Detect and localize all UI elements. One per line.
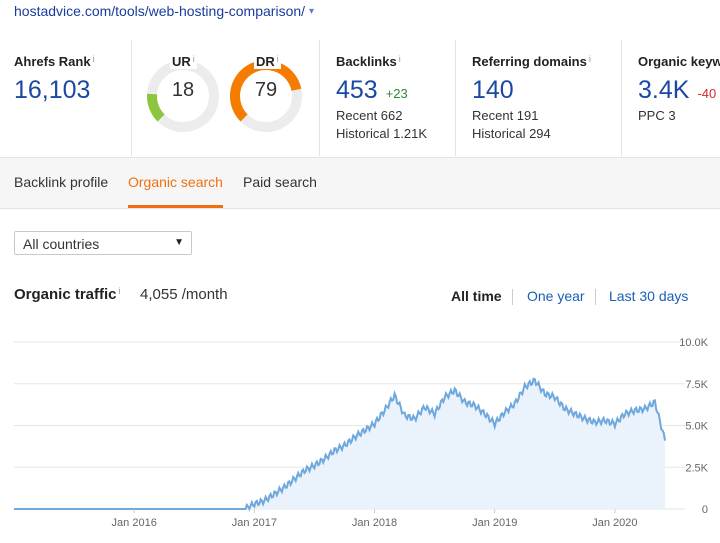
organic-traffic-chart: 0 2.5K 5.0K 7.5K 10.0K Jan 2016 Jan 2017 Jan 2… (14, 337, 709, 529)
backlinks-value[interactable]: 453 (336, 76, 378, 104)
info-icon[interactable]: i (276, 54, 279, 64)
range-divider (595, 289, 596, 305)
dr-gauge-fill (230, 60, 302, 122)
ur-label: UR (172, 54, 191, 69)
ur-value: 18 (171, 79, 195, 101)
range-all-time[interactable]: All time (451, 288, 502, 304)
dr-value: 79 (254, 79, 278, 101)
y-tick-label: 2.5K (685, 462, 708, 474)
range-last-30-days[interactable]: Last 30 days (609, 288, 689, 304)
organic-keywords-value[interactable]: 3.4K (638, 76, 690, 104)
organic-traffic-value: 4,055 /month (140, 286, 228, 303)
referring-domains-recent[interactable]: Recent 191 (472, 108, 539, 123)
tab-backlink-profile[interactable]: Backlink profile (14, 174, 109, 190)
ppc-keywords[interactable]: PPC 3 (638, 108, 676, 123)
traffic-line (14, 377, 666, 512)
x-tick-label: Jan 2016 (112, 517, 157, 529)
info-icon[interactable]: i (118, 286, 121, 296)
backlinks-delta: +23 (385, 86, 408, 101)
ahrefs-rank-label: Ahrefs Rank (14, 54, 91, 69)
organic-traffic-title: Organic traffic (14, 286, 117, 303)
caret-down-icon: ▼ (174, 237, 184, 248)
referring-domains-historical[interactable]: Historical 294 (472, 126, 551, 141)
dr-label: DR (256, 54, 275, 69)
organic-keywords-delta: -40 (697, 86, 717, 101)
backlinks-historical[interactable]: Historical 1.21K (336, 126, 428, 141)
y-tick-label: 10.0K (679, 337, 708, 349)
tab-bar (0, 157, 720, 209)
info-icon[interactable]: i (192, 54, 195, 64)
country-select[interactable]: All countries ▼ (14, 231, 192, 255)
traffic-area (14, 378, 665, 509)
range-one-year[interactable]: One year (527, 288, 585, 304)
backlinks-label: Backlinks (336, 54, 397, 69)
y-tick-label: 7.5K (685, 379, 708, 391)
ur-gauge-fill (147, 93, 165, 122)
backlinks-recent[interactable]: Recent 662 (336, 108, 403, 123)
referring-domains-card: Referring domains i 140 Recent 191 Histor… (456, 40, 622, 156)
referring-domains-value[interactable]: 140 (472, 76, 514, 104)
ahrefs-rank-card: Ahrefs Rank i 16,103 (0, 40, 132, 156)
backlinks-card: Backlinks i 453 +23 Recent 662 Historical … (320, 40, 456, 156)
metrics-bar: Ahrefs Rank i 16,103 UR i 18 DR i 79 Backli… (0, 40, 720, 156)
x-tick-label: Jan 2018 (352, 517, 397, 529)
ahrefs-rank-value: 16,103 (14, 76, 91, 104)
url-text[interactable]: hostadvice.com/tools/web-hosting-compari… (14, 3, 306, 19)
chevron-down-icon[interactable]: ▾ (309, 5, 315, 17)
x-tick-label: Jan 2020 (592, 517, 637, 529)
info-icon[interactable]: i (398, 54, 401, 64)
x-tick-label: Jan 2017 (232, 517, 277, 529)
info-icon[interactable]: i (588, 54, 591, 64)
tab-organic-search[interactable]: Organic search (128, 174, 223, 190)
active-tab-indicator (128, 205, 223, 208)
y-tick-label: 5.0K (685, 421, 708, 433)
url-link[interactable]: hostadvice.com/tools/web-hosting-compari… (14, 3, 314, 19)
country-select-value: All countries (23, 236, 100, 252)
x-tick-label: Jan 2019 (472, 517, 517, 529)
ur-dr-card: UR i 18 DR i 79 (132, 40, 320, 156)
range-divider (512, 289, 513, 305)
info-icon[interactable]: i (92, 54, 95, 64)
referring-domains-label: Referring domains (472, 54, 587, 69)
y-tick-label: 0 (702, 504, 708, 516)
tab-paid-search[interactable]: Paid search (243, 174, 317, 190)
organic-keywords-card: Organic keyw 3.4K -40 PPC 3 (622, 40, 720, 156)
organic-keywords-label: Organic keyw (638, 54, 720, 69)
